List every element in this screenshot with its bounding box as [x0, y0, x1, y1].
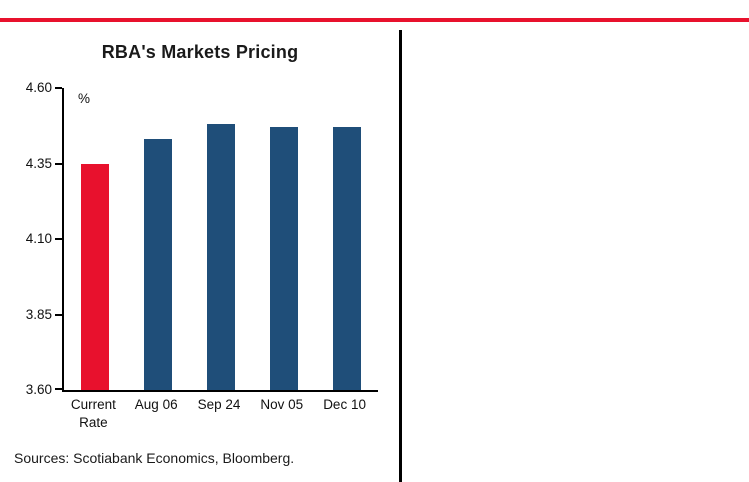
x-tick-label: Nov 05 — [260, 397, 304, 412]
bar-column — [190, 88, 253, 390]
x-tick-label: Dec 10 — [323, 397, 366, 412]
bars — [64, 88, 378, 390]
bar-nov-05 — [269, 127, 298, 390]
y-tick-label: 4.35 — [25, 155, 52, 171]
x-tick-label: Current Rate — [70, 397, 116, 430]
bar-aug-06 — [144, 139, 173, 390]
y-tick-label: 4.10 — [25, 231, 52, 246]
y-tick-mark — [55, 388, 62, 390]
bar-dec-10 — [332, 127, 361, 390]
bar-column — [127, 88, 190, 390]
bar-column — [315, 88, 378, 390]
y-tick-label: 3.60 — [25, 382, 52, 397]
y-tick-mark — [55, 313, 62, 316]
plot-area: % — [55, 87, 378, 392]
y-tick-mark — [55, 87, 62, 89]
x-axis-labels: Current Rate Aug 06 Sep 24 Nov 05 Dec 10 — [62, 396, 376, 431]
y-tick-mark — [55, 162, 62, 165]
bar-current-rate — [81, 163, 110, 390]
x-tick-label: Aug 06 — [134, 397, 178, 412]
bar-column — [252, 88, 315, 390]
y-tick-mark — [55, 238, 62, 240]
bar-column — [64, 88, 127, 390]
vertical-panel-divider — [399, 30, 402, 482]
chart-title: RBA's Markets Pricing — [101, 42, 299, 62]
top-red-rule — [0, 18, 749, 22]
source-note: Sources: Scotiabank Economics, Bloomberg… — [14, 450, 295, 466]
y-tick-label: 4.60 — [25, 80, 52, 95]
y-tick-label: 3.85 — [25, 306, 52, 322]
bar-sep-24 — [206, 124, 235, 390]
x-tick-label: Sep 24 — [197, 397, 241, 412]
y-axis-unit-label: % — [78, 91, 91, 106]
y-axis-labels: 3.60 3.85 4.10 4.35 4.60 — [0, 80, 52, 397]
